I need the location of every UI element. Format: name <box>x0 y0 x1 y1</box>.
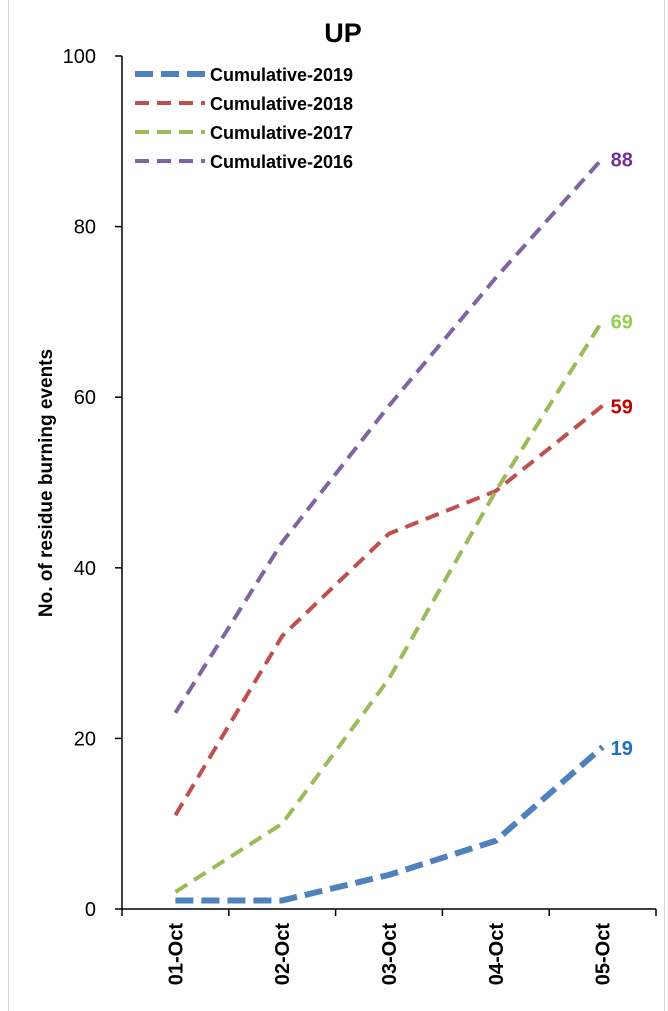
chart-title: UP <box>324 18 362 48</box>
series-line-3 <box>173 157 605 714</box>
x-tick-label: 01-Oct <box>165 923 187 986</box>
end-labels: 19 59 69 88 <box>611 149 633 760</box>
series-lines <box>173 157 605 904</box>
right-frame-border <box>664 0 665 1011</box>
y-tick-label: 40 <box>74 558 96 580</box>
y-tick-label: 100 <box>63 46 96 68</box>
y-tick-label: 20 <box>74 728 96 750</box>
y-axis-label: No. of residue burning events <box>36 349 57 617</box>
y-tick-label: 60 <box>74 387 96 409</box>
x-tick-label: 03-Oct <box>379 923 401 986</box>
series-line-0 <box>175 744 605 904</box>
y-tick-label: 80 <box>74 217 96 239</box>
end-data-label: 19 <box>611 738 633 760</box>
legend-label: Cumulative-2017 <box>210 123 353 143</box>
x-tick-label: 04-Oct <box>486 923 508 986</box>
end-data-label: 69 <box>611 311 633 333</box>
y-tick-label: 0 <box>85 899 96 921</box>
legend-label: Cumulative-2018 <box>210 94 353 114</box>
left-frame-border <box>8 0 9 1011</box>
end-data-label: 59 <box>611 397 633 419</box>
end-data-label: 88 <box>611 149 633 171</box>
x-tick-label: 05-Oct <box>593 923 615 986</box>
x-tick-label: 02-Oct <box>272 923 294 986</box>
legend: Cumulative-2019 Cumulative-2018 Cumulative… <box>135 65 353 172</box>
axes: 0 20 40 60 80 100 01-Oct 02-Oct 03-Oct 04-Oct 05-O… <box>63 46 657 986</box>
legend-label: Cumulative-2016 <box>210 152 353 172</box>
legend-label: Cumulative-2019 <box>210 65 353 85</box>
